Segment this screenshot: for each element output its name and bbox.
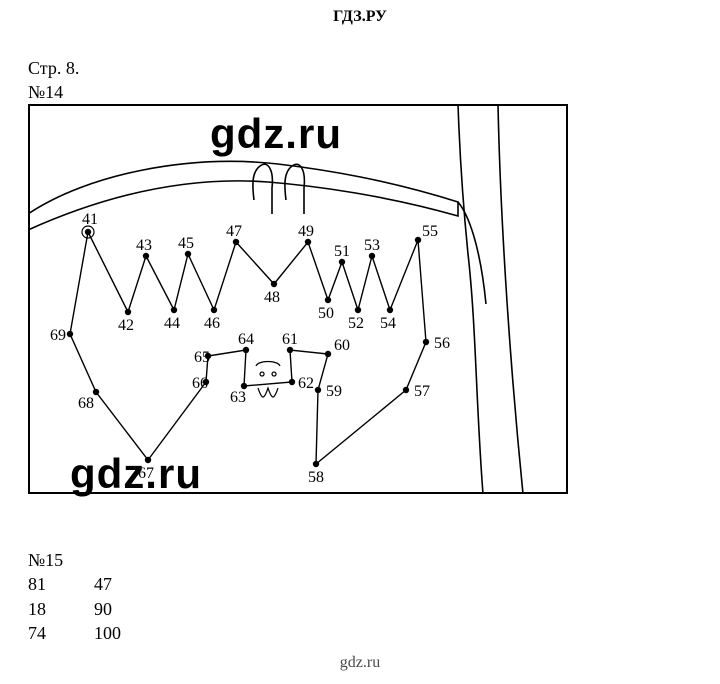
table-cell: 100: [94, 621, 169, 645]
svg-text:56: 56: [434, 335, 450, 352]
svg-text:50: 50: [318, 305, 334, 322]
svg-text:57: 57: [414, 383, 430, 400]
exercise-15-label: №15: [28, 548, 169, 572]
site-header: ГДЗ.РУ: [0, 0, 720, 26]
svg-text:54: 54: [380, 315, 396, 332]
exercise-15: №15 81 47 18 90 74 100: [28, 548, 169, 645]
svg-text:47: 47: [226, 223, 242, 240]
svg-text:61: 61: [282, 331, 298, 348]
watermark-text: gdz.ru: [70, 450, 202, 498]
svg-text:46: 46: [204, 315, 220, 332]
table-row: 74 100: [28, 621, 169, 645]
svg-text:52: 52: [348, 315, 364, 332]
watermark-text: gdz.ru: [210, 110, 342, 158]
table-cell: 47: [94, 572, 169, 596]
svg-text:66: 66: [192, 375, 208, 392]
table-cell: 81: [28, 572, 94, 596]
exercise-14-label: №14: [28, 82, 63, 103]
svg-text:44: 44: [164, 315, 180, 332]
svg-text:55: 55: [422, 223, 438, 240]
svg-text:62: 62: [298, 375, 314, 392]
svg-text:48: 48: [264, 289, 280, 306]
table-row: 81 47: [28, 572, 169, 596]
svg-text:69: 69: [50, 327, 66, 344]
svg-text:51: 51: [334, 243, 350, 260]
svg-text:65: 65: [194, 349, 210, 366]
svg-text:64: 64: [238, 331, 254, 348]
svg-text:58: 58: [308, 469, 324, 486]
svg-text:59: 59: [326, 383, 342, 400]
svg-text:68: 68: [78, 395, 94, 412]
svg-text:60: 60: [334, 337, 350, 354]
table-cell: 18: [28, 597, 94, 621]
svg-text:42: 42: [118, 317, 134, 334]
svg-text:53: 53: [364, 237, 380, 254]
table-row: 18 90: [28, 597, 169, 621]
exercise-14-figure: 41 42 43 44 45 46 47 48 49 50 51 52 53 54 55 56 57 58 59 60…: [28, 104, 568, 494]
svg-text:43: 43: [136, 237, 152, 254]
footer-watermark: gdz.ru: [0, 654, 720, 672]
svg-text:63: 63: [230, 389, 246, 406]
page-label: Стр. 8.: [28, 58, 79, 79]
table-cell: 74: [28, 621, 94, 645]
svg-text:45: 45: [178, 235, 194, 252]
svg-text:49: 49: [298, 223, 314, 240]
table-cell: 90: [94, 597, 169, 621]
exercise-15-table: 81 47 18 90 74 100: [28, 572, 169, 645]
svg-text:41: 41: [82, 211, 98, 228]
